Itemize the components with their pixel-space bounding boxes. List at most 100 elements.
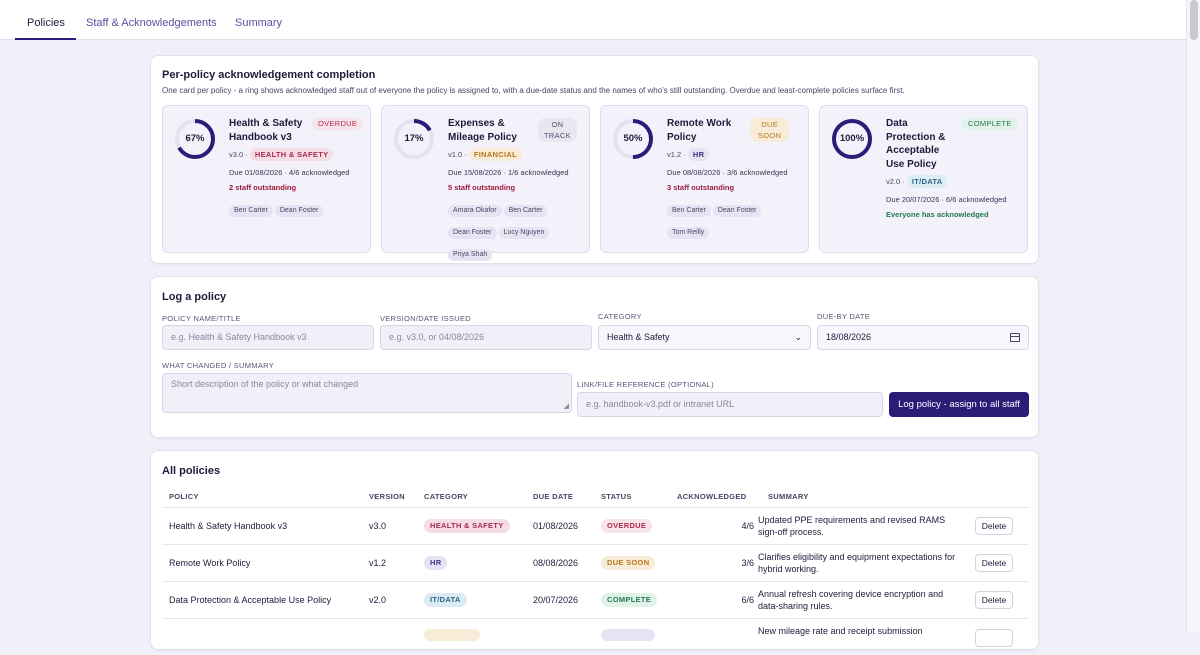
table-row: New mileage rate and receipt submission (162, 618, 1029, 655)
category-badge: FINANCIAL (468, 148, 522, 161)
log-policy-button[interactable]: Log policy - assign to all staff (889, 392, 1029, 417)
policy-name-label: POLICY NAME/TITLE (162, 314, 241, 323)
cell-status: OVERDUE (601, 519, 653, 533)
category-badge: HEALTH & SAFETY (249, 148, 334, 161)
header-due-date: DUE DATE (533, 492, 574, 501)
chevron-down-icon: ⌄ (794, 332, 802, 342)
name-chip: Ben Carter (503, 205, 548, 217)
link-input[interactable]: e.g. handbook-v3.pdf or intranet URL (577, 392, 883, 417)
cell-version: v3.0 (369, 521, 387, 531)
name-chip: Ben Carter (229, 205, 273, 217)
category-badge: IT/DATA (906, 175, 948, 188)
cell-policy: Remote Work Policy (169, 558, 251, 568)
name-chip: Amara Okafor (448, 205, 502, 217)
cell-acknowledged: 3/6 (741, 558, 754, 568)
status-badge: DUE SOON (750, 118, 790, 142)
tab-staff-acknowledgements[interactable]: Staff & Acknowledgements (86, 17, 217, 29)
completion-ring (832, 119, 872, 159)
tab-summary[interactable]: Summary (235, 17, 283, 29)
tab-bar: Policies Staff & Acknowledgements Summar… (0, 0, 1186, 40)
policy-card: 100% Data Protection & Acceptable Use Po… (819, 105, 1028, 253)
status-badge: ON TRACK (538, 118, 577, 142)
status-badge: COMPLETE (962, 118, 1018, 130)
cell-due: 01/08/2026 (533, 521, 579, 531)
delete-button[interactable]: Delete (975, 591, 1013, 609)
scrollbar-thumb[interactable] (1190, 0, 1198, 40)
status-badge: OVERDUE (312, 118, 364, 130)
header-summary: SUMMARY (768, 492, 809, 501)
completion-ring (613, 119, 653, 159)
card-due: Due 20/07/2026 · 6/6 acknowledged (886, 195, 1007, 204)
page-scrollbar[interactable] (1186, 0, 1200, 632)
header-category: CATEGORY (424, 492, 469, 501)
due-date-label: DUE-BY DATE (817, 312, 871, 321)
card-title: Health & Safety Handbook v3 (229, 118, 303, 143)
completion-subtitle: One card per policy - a ring shows ackno… (162, 86, 905, 95)
outstanding-names: Ben Carter Dean Foster (229, 199, 364, 221)
ring-percent: 50% (623, 133, 643, 144)
cell-version: v2.0 (369, 595, 387, 605)
completion-ring (394, 119, 434, 159)
version-input[interactable]: e.g. v3.0, or 04/08/2026 (380, 325, 592, 350)
category-badge: HR (424, 556, 448, 570)
card-meta: v2.0 · IT/DATA (886, 175, 948, 189)
category-badge: HR (687, 148, 710, 161)
policy-card: 50% Remote Work Policy DUE SOON v1.2 · H… (600, 105, 809, 253)
policy-card: 67% Health & Safety Handbook v3 OVERDUE … (162, 105, 371, 253)
status-badge: OVERDUE (601, 519, 653, 533)
header-version: VERSION (369, 492, 405, 501)
card-meta: v1.0 · FINANCIAL (448, 148, 522, 162)
category-select[interactable]: Health & Safety ⌄ (598, 325, 811, 350)
cell-policy: Data Protection & Acceptable Use Policy (169, 595, 332, 605)
outstanding-names: Ben Carter Dean FosterTom Reilly (667, 199, 802, 243)
delete-button[interactable]: Delete (975, 517, 1013, 535)
card-meta: v1.2 · HR (667, 148, 710, 162)
cell-due: 20/07/2026 (533, 595, 579, 605)
completion-ring (175, 119, 215, 159)
card-outstanding: 2 staff outstanding (229, 183, 297, 192)
ring-percent: 17% (404, 133, 424, 144)
status-badge: COMPLETE (601, 593, 658, 607)
header-acknowledged: ACKNOWLEDGED (677, 492, 747, 501)
card-due: Due 01/08/2026 · 4/6 acknowledged (229, 168, 350, 177)
cell-category: IT/DATA (424, 593, 467, 607)
table-row: Remote Work Policy v1.2 HR 08/08/2026 DU… (162, 544, 1029, 581)
all-policies-panel: All policies POLICY VERSION CATEGORY DUE… (150, 450, 1039, 650)
outstanding-names: Amara Okafor Ben Carter Dean Foster Lucy Ng… (448, 199, 583, 265)
all-policies-title: All policies (162, 465, 221, 477)
name-chip: Priya Shah (448, 249, 493, 261)
header-status: STATUS (601, 492, 632, 501)
tab-policies[interactable]: Policies (15, 0, 76, 40)
cell-summary: Updated PPE requirements and revised RAM… (758, 515, 946, 537)
name-chip: Ben Carter (667, 205, 711, 217)
card-title: Expenses & Mileage Policy (448, 118, 517, 143)
category-badge: IT/DATA (424, 593, 467, 607)
card-meta: v3.0 · HEALTH & SAFETY (229, 148, 334, 162)
card-title: Remote Work Policy (667, 118, 732, 143)
log-policy-panel: Log a policy POLICY NAME/TITLE e.g. Heal… (150, 276, 1039, 438)
cell-summary: Clarifies eligibility and equipment expe… (758, 552, 956, 574)
name-chip: Dean Foster (274, 205, 324, 217)
completion-title: Per-policy acknowledgement completion (162, 69, 376, 81)
status-badge (601, 629, 655, 641)
cell-policy: Health & Safety Handbook v3 (169, 521, 288, 531)
policy-name-input[interactable]: e.g. Health & Safety Handbook v3 (162, 325, 374, 350)
category-label: CATEGORY (598, 312, 642, 321)
name-chip: Dean Foster (448, 227, 497, 239)
due-date-input[interactable]: 18/08/2026 (817, 325, 1029, 350)
summary-label: WHAT CHANGED / SUMMARY (162, 361, 275, 370)
delete-button[interactable]: Delete (975, 554, 1013, 572)
summary-textarea[interactable]: Short description of the policy or what … (162, 373, 572, 413)
card-outstanding: 5 staff outstanding (448, 183, 516, 192)
name-chip: Tom Reilly (667, 227, 710, 239)
card-title: Data Protection & Acceptable Use Policy (886, 118, 946, 170)
calendar-icon[interactable] (1010, 333, 1020, 342)
ring-percent: 67% (185, 133, 205, 144)
status-badge: DUE SOON (601, 556, 656, 570)
card-due: Due 08/08/2026 · 3/6 acknowledged (667, 168, 788, 177)
header-policy: POLICY (169, 492, 199, 501)
log-policy-title: Log a policy (162, 291, 227, 303)
cell-acknowledged: 4/6 (741, 521, 754, 531)
name-chip: Dean Foster (712, 205, 762, 217)
resize-handle-icon[interactable]: ◢ (563, 403, 569, 410)
